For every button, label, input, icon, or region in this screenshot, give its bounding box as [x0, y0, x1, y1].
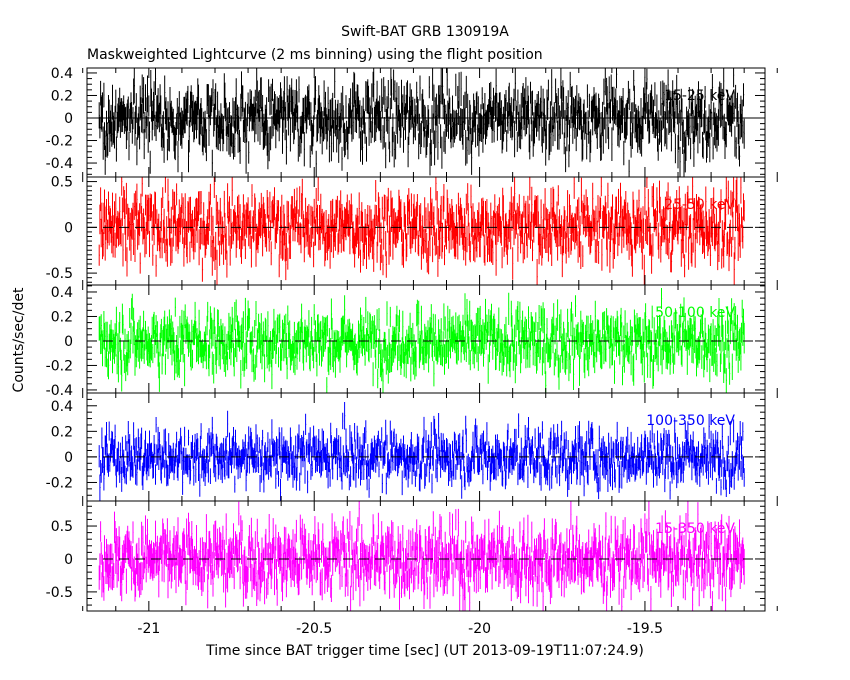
y-axis-label: Counts/sec/det [11, 287, 27, 392]
panel-15-25-kev: 0.4 0.2 0 -0.2 -0.4 15-25 keV [46, 66, 778, 178]
x-tick-label: -19.5 [627, 621, 663, 637]
y-tick-label: 0 [64, 450, 73, 466]
y-tick-label: 0.2 [51, 309, 73, 325]
y-tick-label: 0.4 [51, 66, 73, 82]
y-tick-label: 0 [64, 334, 73, 350]
y-tick-label: 0.5 [51, 175, 73, 191]
y-tick-label: 0 [64, 111, 73, 127]
energy-band-label: 25-50 keV [664, 197, 735, 213]
panel-25-50-kev: 0.5 0 -0.5 25-50 keV [46, 175, 778, 286]
y-tick-label: -0.2 [46, 358, 73, 374]
x-axis-label: Time since BAT trigger time [sec] (UT 20… [205, 643, 644, 659]
y-tick-label: -0.2 [46, 134, 73, 150]
y-tick-label: -0.5 [46, 266, 73, 282]
x-tick-label: -20.5 [296, 621, 332, 637]
chart-subtitle: Maskweighted Lightcurve (2 ms binning) u… [87, 47, 543, 63]
panel-50-100-kev: 0.4 0.2 0 -0.2 -0.4 50-100 keV [46, 284, 778, 399]
y-tick-label: 0.4 [51, 399, 73, 415]
x-tick-label: -21 [137, 621, 160, 637]
y-tick-label: 0 [64, 552, 73, 568]
y-tick-label: -0.2 [46, 475, 73, 491]
y-tick-label: 0.5 [51, 519, 73, 535]
panel-100-350-kev: 0.4 0.2 0 -0.2 100-350 keV [46, 392, 778, 502]
y-tick-label: 0 [64, 220, 73, 236]
series-trace [98, 288, 745, 393]
energy-band-label: 15-350 keV [655, 521, 735, 537]
series-trace [98, 501, 745, 611]
y-tick-label: -0.4 [46, 383, 73, 399]
series-trace [98, 177, 745, 285]
x-tick-label: -20 [468, 621, 491, 637]
y-tick-label: 0.2 [51, 88, 73, 104]
y-tick-label: 0.4 [51, 285, 73, 301]
energy-band-label: 50-100 keV [655, 305, 735, 321]
y-tick-label: 0.2 [51, 424, 73, 440]
series-trace [98, 68, 745, 177]
panel-15-350-kev: 0.5 0 -0.5 15-350 keV [46, 500, 778, 612]
energy-band-label: 100-350 keV [646, 413, 735, 429]
panel-frame [86, 500, 766, 612]
y-tick-label: -0.4 [46, 156, 73, 172]
y-tick-label: -0.5 [46, 585, 73, 601]
chart-title: Swift-BAT GRB 130919A [341, 24, 509, 40]
energy-band-label: 15-25 keV [664, 88, 735, 104]
